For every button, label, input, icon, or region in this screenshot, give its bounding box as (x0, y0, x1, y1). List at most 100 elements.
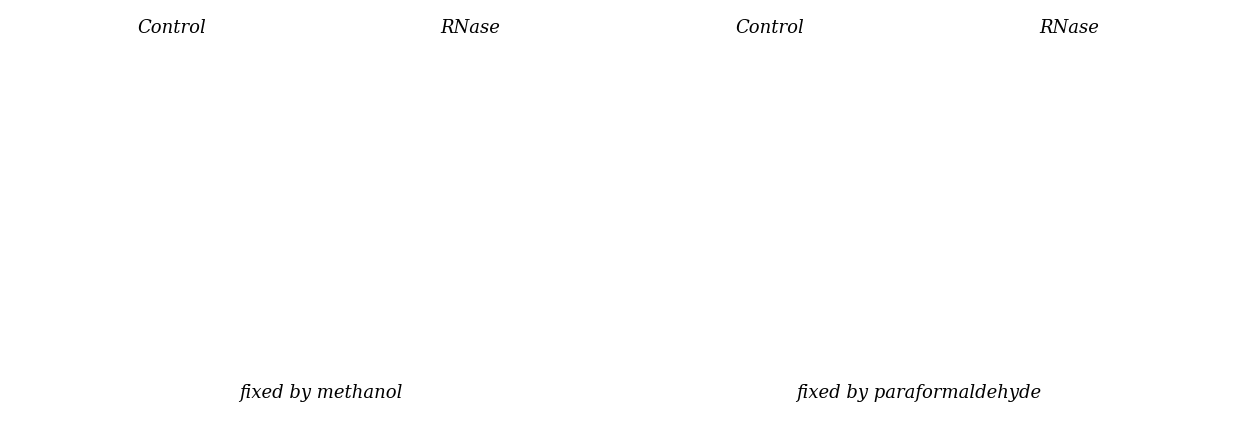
Point (219, 218, 239, 225)
Point (234, 227, 254, 234)
Point (126, 96, 146, 103)
Point (118, 248, 138, 254)
Point (94, 184, 114, 190)
Point (215, 178, 234, 184)
Point (79, 204, 99, 211)
Point (126, 265, 146, 272)
Point (760, 178, 780, 184)
Point (174, 87, 193, 94)
Point (118, 189, 138, 196)
Point (737, 163, 756, 170)
Point (196, 154, 216, 161)
Point (737, 163, 756, 170)
Point (73, 175, 93, 181)
Point (138, 110, 157, 117)
Point (402, 96, 422, 103)
Point (79, 242, 99, 249)
Point (748, 186, 768, 193)
Point (103, 207, 123, 214)
Point (118, 248, 138, 254)
Point (402, 96, 422, 103)
Point (161, 104, 181, 111)
Point (760, 178, 780, 184)
Point (138, 110, 157, 117)
Point (88, 309, 108, 316)
Point (176, 160, 196, 167)
Point (215, 178, 234, 184)
Point (196, 154, 216, 161)
Point (118, 189, 138, 196)
Point (215, 178, 234, 184)
Point (150, 90, 170, 97)
Point (94, 184, 114, 190)
Point (150, 90, 170, 97)
Text: Control: Control (735, 19, 804, 36)
Point (79, 242, 99, 249)
Point (79, 204, 99, 211)
Point (126, 96, 146, 103)
Point (73, 175, 93, 181)
Text: RNase: RNase (1039, 19, 1099, 36)
Point (196, 154, 216, 161)
Point (126, 265, 146, 272)
Point (174, 87, 193, 94)
Point (191, 175, 211, 181)
Text: fixed by methanol: fixed by methanol (239, 385, 403, 402)
Point (73, 175, 93, 181)
Point (737, 163, 756, 170)
Point (176, 160, 196, 167)
Point (748, 186, 768, 193)
Point (219, 218, 239, 225)
Text: fixed by paraformaldehyde: fixed by paraformaldehyde (796, 385, 1042, 402)
Point (94, 184, 114, 190)
Text: RNase: RNase (440, 19, 501, 36)
Point (88, 309, 108, 316)
Point (138, 110, 157, 117)
Point (176, 160, 196, 167)
Point (109, 163, 129, 170)
Point (118, 248, 138, 254)
Point (138, 110, 157, 117)
Point (126, 265, 146, 272)
Point (737, 163, 756, 170)
Text: Control: Control (136, 19, 206, 36)
Point (118, 248, 138, 254)
Point (88, 309, 108, 316)
Point (234, 227, 254, 234)
Point (161, 104, 181, 111)
Point (191, 175, 211, 181)
Point (79, 204, 99, 211)
Point (234, 227, 254, 234)
Point (79, 242, 99, 249)
Point (191, 175, 211, 181)
Point (118, 189, 138, 196)
Point (748, 186, 768, 193)
Point (219, 218, 239, 225)
Point (402, 96, 422, 103)
Point (150, 90, 170, 97)
Point (109, 163, 129, 170)
Point (150, 90, 170, 97)
Point (760, 178, 780, 184)
Point (196, 154, 216, 161)
Point (109, 163, 129, 170)
Point (191, 175, 211, 181)
Point (161, 104, 181, 111)
Point (176, 160, 196, 167)
Point (174, 87, 193, 94)
Point (73, 221, 93, 228)
Point (234, 227, 254, 234)
Point (109, 163, 129, 170)
Point (103, 207, 123, 214)
Point (174, 87, 193, 94)
Point (760, 178, 780, 184)
Point (402, 96, 422, 103)
Point (748, 186, 768, 193)
Point (103, 207, 123, 214)
Point (88, 309, 108, 316)
Point (219, 218, 239, 225)
Point (118, 189, 138, 196)
Point (103, 207, 123, 214)
Point (126, 265, 146, 272)
Point (161, 104, 181, 111)
